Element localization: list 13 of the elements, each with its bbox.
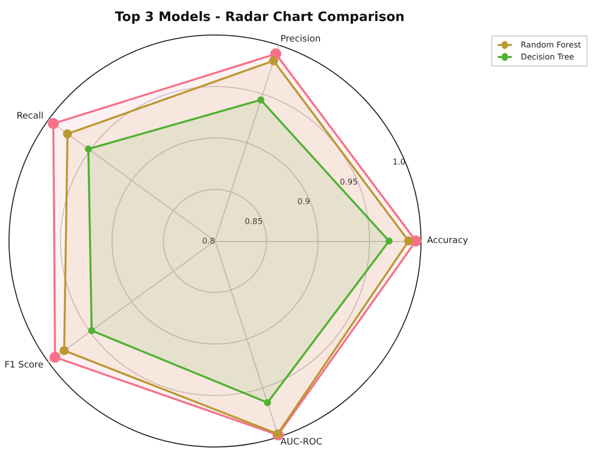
y-tick-label: 1.0 [392,158,406,167]
spoke-label: Precision [280,34,321,44]
y-tick-label: 0.85 [244,216,263,226]
chart-title: Top 3 Models - Radar Chart Comparison [115,10,405,25]
legend-label: Decision Tree [520,52,574,62]
spoke-label: F1 Score [4,360,44,371]
spoke-label: Recall [16,111,44,122]
y-tick-label: 0.8 [202,236,215,246]
y-tick-label: 0.95 [340,177,358,186]
legend-label: Random Forest [520,40,582,50]
spoke-label: AUC-ROC [280,438,322,448]
spoke-label: Accuracy [427,236,469,246]
y-tick-label: 0.9 [297,197,310,206]
